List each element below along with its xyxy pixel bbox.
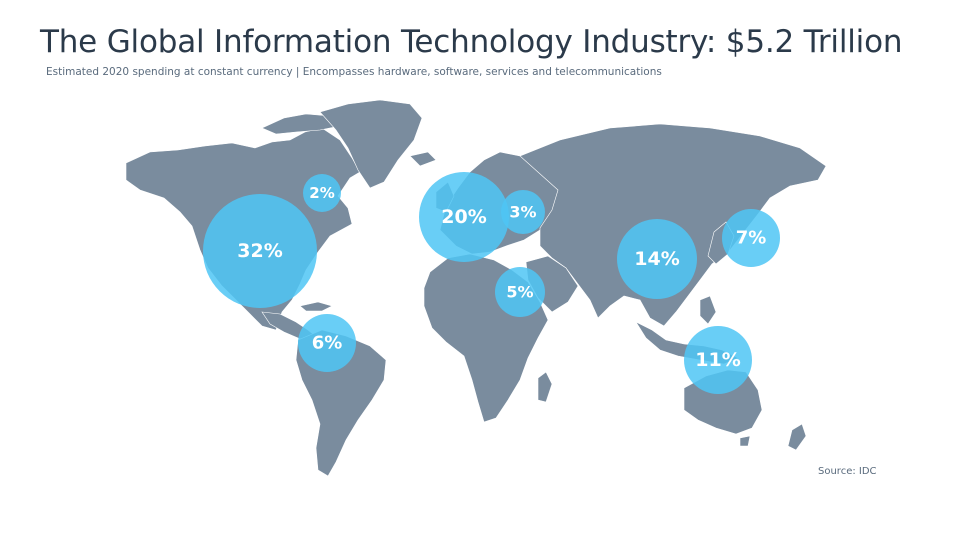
bubble-western-europe [419, 172, 509, 262]
greenland-land [319, 99, 423, 189]
bubble-label-eastern-europe: 3% [509, 203, 536, 222]
new-zealand-land [787, 423, 807, 451]
bubble-canada-east [303, 174, 341, 212]
bubble-oceania [684, 326, 752, 394]
caribbean-land [299, 301, 333, 312]
bubble-north-america [203, 194, 317, 308]
tasmania-land [739, 435, 751, 447]
bubble-label-western-europe: 20% [441, 206, 486, 228]
bubble-label-north-america: 32% [237, 240, 282, 262]
spending-bubbles: 32% 2% 6% 20% 3% 5% 14% 7% 11% [203, 172, 780, 394]
bubble-label-latin-america: 6% [312, 333, 343, 354]
bubble-label-asia: 14% [634, 248, 679, 270]
madagascar-land [537, 371, 553, 403]
philippines-land [699, 295, 717, 325]
page-title: The Global Information Technology Indust… [40, 24, 903, 60]
bubble-label-canada-east: 2% [309, 184, 334, 202]
bubble-middle-east-africa [495, 267, 545, 317]
bubble-label-japan: 7% [736, 228, 767, 249]
bubble-eastern-europe [501, 190, 545, 234]
bubble-label-oceania: 11% [695, 349, 740, 371]
source-note: Source: IDC [818, 466, 877, 477]
bubble-japan [722, 209, 780, 267]
bubble-label-middle-east-africa: 5% [506, 283, 533, 302]
bubble-latin-america [298, 314, 356, 372]
page-subtitle: Estimated 2020 spending at constant curr… [46, 66, 662, 78]
iceland-land [409, 151, 437, 167]
bubble-asia [617, 219, 697, 299]
